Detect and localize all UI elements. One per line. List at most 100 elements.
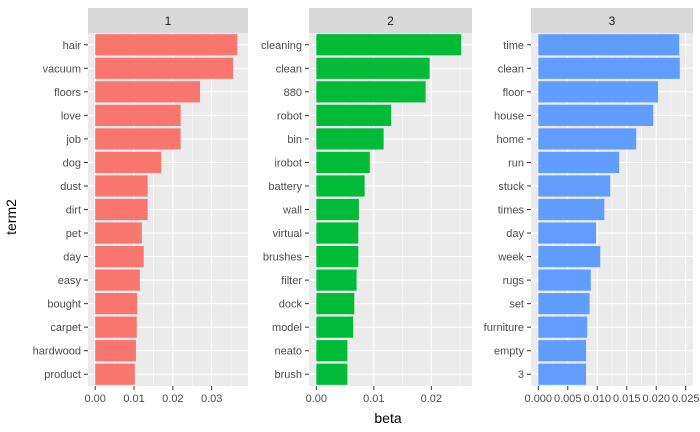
facet-strip: [309, 8, 472, 33]
bar-day: [538, 222, 597, 244]
y-tick-label: floors: [54, 87, 81, 99]
bar-virtual: [316, 222, 359, 244]
facet-strip-label: 1: [165, 14, 172, 28]
bar-day: [95, 245, 144, 268]
bar-robot: [316, 104, 392, 126]
y-tick-label: home: [496, 134, 524, 146]
x-tick-label: 0.01: [363, 393, 384, 405]
y-tick-label: house: [494, 110, 524, 122]
y-tick-label: virtual: [273, 228, 302, 240]
y-tick-label: bought: [47, 299, 81, 311]
bar-clean: [316, 57, 430, 79]
y-tick-label: rugs: [503, 275, 525, 287]
y-tick-label: dirt: [66, 205, 81, 217]
y-axis-title: term2: [3, 199, 19, 235]
bar-house: [538, 104, 654, 126]
bar-floors: [95, 81, 201, 103]
y-tick-label: day: [63, 252, 81, 264]
x-tick-label: 0.005: [554, 393, 582, 405]
bar-vacuum: [95, 57, 234, 79]
x-tick-label: 0.00: [306, 393, 327, 405]
bar-bought: [95, 293, 138, 315]
bar-dust: [95, 175, 148, 197]
bar-set: [538, 293, 590, 315]
bar-neato: [316, 340, 348, 362]
y-tick-label: set: [509, 299, 524, 311]
bar-brush: [316, 363, 348, 385]
bar-irobot: [316, 151, 370, 174]
y-tick-label: cleaning: [261, 40, 302, 52]
y-tick-label: furniture: [484, 322, 524, 334]
y-tick-label: wall: [282, 205, 302, 217]
facet-strip: [531, 8, 693, 33]
x-tick-label: 0.015: [613, 393, 641, 405]
facet-strip-label: 2: [387, 14, 394, 28]
bar-furniture: [538, 316, 588, 338]
facet-strip-label: 3: [609, 14, 616, 28]
y-tick-label: model: [272, 322, 302, 334]
y-tick-label: robot: [277, 110, 302, 122]
bar-job: [95, 128, 181, 150]
y-tick-label: love: [61, 110, 81, 122]
bar-times: [538, 198, 605, 221]
x-tick-label: 0.01: [123, 393, 144, 405]
bar-time: [538, 34, 680, 56]
y-tick-label: dock: [279, 299, 303, 311]
x-tick-label: 0.010: [583, 393, 611, 405]
bar-brushes: [316, 245, 359, 268]
bar-hair: [95, 34, 238, 56]
y-tick-label: neato: [274, 346, 302, 358]
y-tick-label: run: [508, 157, 524, 169]
bar-floor: [538, 81, 658, 103]
bar-easy: [95, 269, 140, 291]
bar-rugs: [538, 269, 591, 291]
bar-pet: [95, 222, 142, 244]
y-tick-label: brush: [274, 369, 302, 381]
y-tick-label: hardwood: [33, 346, 81, 358]
bar-week: [538, 245, 601, 268]
bar-dock: [316, 293, 355, 315]
y-tick-label: carpet: [50, 322, 81, 334]
y-tick-label: empty: [494, 346, 524, 358]
y-tick-label: filter: [281, 275, 302, 287]
y-tick-label: hair: [63, 40, 82, 52]
x-tick-label: 0.000: [525, 393, 553, 405]
bar-wall: [316, 198, 359, 221]
bar-bin: [316, 128, 384, 150]
bar-model: [316, 316, 354, 338]
y-tick-label: clean: [498, 63, 524, 75]
y-tick-label: vacuum: [42, 63, 81, 75]
y-tick-label: dog: [63, 157, 81, 169]
y-tick-label: week: [497, 252, 524, 264]
y-tick-label: dust: [60, 181, 81, 193]
bar-battery: [316, 175, 365, 197]
chart-panels: 1 0.00 0.01 0.02 0.03 hair vacuum floors love job…: [33, 8, 700, 405]
x-tick-label: 0.025: [672, 393, 700, 405]
bar-carpet: [95, 316, 137, 338]
bar-product: [95, 363, 135, 385]
y-tick-label: stuck: [498, 181, 524, 193]
bar-love: [95, 104, 181, 126]
x-tick-label: 0.020: [642, 393, 670, 405]
x-tick-label: 0.00: [84, 393, 105, 405]
y-tick-label: 3: [518, 369, 524, 381]
x-axis-title: beta: [374, 410, 401, 426]
bar-880: [316, 81, 426, 103]
y-tick-label: battery: [268, 181, 302, 193]
bar-filter: [316, 269, 357, 291]
y-tick-label: job: [65, 134, 81, 146]
x-tick-label: 0.03: [201, 393, 222, 405]
y-tick-label: times: [498, 205, 525, 217]
bar-hardwood: [95, 340, 136, 362]
bar-3: [538, 363, 587, 385]
bar-cleaning: [316, 34, 462, 56]
y-tick-label: easy: [58, 275, 82, 287]
bar-clean: [538, 57, 680, 79]
facet-strip: [88, 8, 248, 33]
facet-panel-3: 30.000 0.005 0.010 0.015 0.020 0.025timeclean…: [484, 8, 700, 405]
facet-panel-2: 2 0.00 0.01 0.02 cleaning clean 880 robot bin iro…: [261, 8, 472, 405]
y-tick-label: bin: [287, 134, 302, 146]
x-tick-label: 0.02: [421, 393, 442, 405]
y-tick-label: product: [44, 369, 81, 381]
